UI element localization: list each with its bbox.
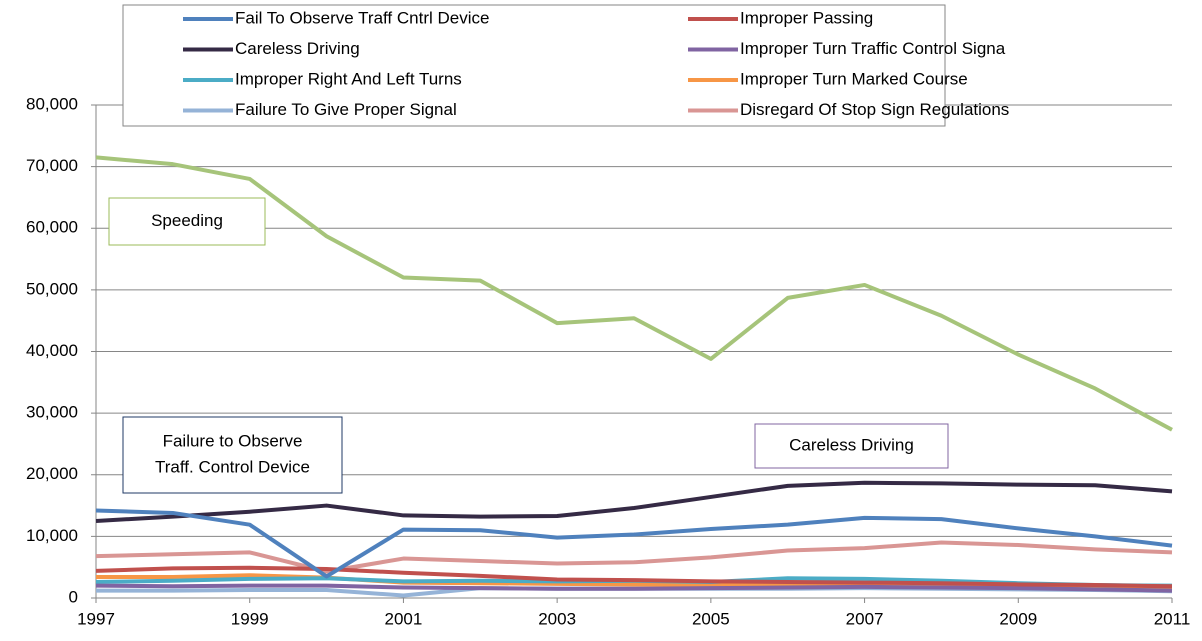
y-tick-label: 0 xyxy=(69,587,78,606)
y-tick-label: 70,000 xyxy=(26,156,78,175)
legend-label: Improper Right And Left Turns xyxy=(235,69,462,88)
y-tick-label: 20,000 xyxy=(26,464,78,483)
annotation-text: Failure to Observe xyxy=(163,431,303,450)
y-tick-label: 40,000 xyxy=(26,341,78,360)
line-series xyxy=(95,508,1173,579)
y-tick-label: 50,000 xyxy=(26,279,78,298)
y-tick-label: 10,000 xyxy=(26,526,78,545)
line-series xyxy=(95,480,1173,523)
annotation-box xyxy=(754,423,949,469)
line-series xyxy=(95,583,1173,593)
annotation-text: Traff. Control Device xyxy=(155,457,310,476)
legend-label: Disregard Of Stop Sign Regulations xyxy=(740,100,1009,119)
legend-box xyxy=(122,4,946,127)
legend-label: Failure To Give Proper Signal xyxy=(235,100,457,119)
annotation-box xyxy=(108,197,266,246)
line-series xyxy=(95,540,1173,574)
x-tick-label: 2011 xyxy=(1154,609,1191,628)
y-tick-label: 80,000 xyxy=(26,94,78,113)
x-tick-label: 2007 xyxy=(846,609,884,628)
legend-label: Careless Driving xyxy=(235,39,360,58)
legend-label: Improper Turn Marked Course xyxy=(740,69,968,88)
y-tick-label: 60,000 xyxy=(26,218,78,237)
x-tick-label: 2005 xyxy=(692,609,730,628)
legend-label: Improper Turn Traffic Control Signa xyxy=(740,39,1006,58)
legend-label: Fail To Observe Traff Cntrl Device xyxy=(235,8,489,27)
x-tick-label: 2009 xyxy=(999,609,1037,628)
annotation-text: Speeding xyxy=(151,211,223,230)
x-tick-label: 1997 xyxy=(77,609,115,628)
line-series xyxy=(95,565,1173,589)
x-tick-label: 2001 xyxy=(385,609,423,628)
x-tick-label: 1999 xyxy=(231,609,269,628)
legend-label: Improper Passing xyxy=(740,8,873,27)
line-series xyxy=(95,155,1173,432)
annotation-box xyxy=(122,416,343,494)
y-tick-label: 30,000 xyxy=(26,403,78,422)
x-tick-label: 2003 xyxy=(538,609,576,628)
annotation-text: Careless Driving xyxy=(789,435,914,454)
